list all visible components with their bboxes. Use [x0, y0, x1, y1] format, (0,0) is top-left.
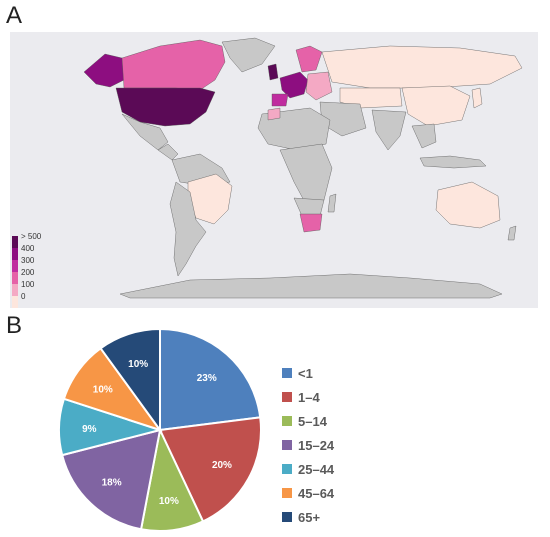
legend-swatch — [282, 368, 292, 378]
panel-label-b: B — [6, 312, 23, 339]
legend-label: 1–4 — [298, 390, 320, 405]
eastern-europe-region — [305, 71, 333, 101]
scale-tick-label: 100 — [21, 280, 35, 289]
usa-region — [115, 87, 216, 127]
pie-slice — [159, 327, 262, 432]
world-choropleth-map: > 500 400 300 200 100 0 — [10, 32, 538, 308]
legend-swatch — [282, 440, 292, 450]
legend-swatch — [282, 464, 292, 474]
australia-region — [435, 181, 501, 229]
legend-label: 65+ — [298, 510, 320, 525]
iberia-region — [271, 93, 289, 107]
uk-region — [267, 63, 279, 81]
scale-swatch — [12, 260, 18, 272]
legend-swatch — [282, 416, 292, 426]
slice-percent-label: 10% — [93, 384, 113, 395]
scale-swatch — [12, 272, 18, 284]
legend-swatch — [282, 512, 292, 522]
slice-percent-label: 23% — [197, 373, 217, 384]
new-zealand-region — [507, 225, 517, 241]
slice-percent-label: 10% — [159, 496, 179, 507]
age-distribution-pie-chart: 23% 20% 10% 18% 9% 10% 10% <1 1–4 5–14 15–24 25–44… — [58, 327, 335, 532]
slice-percent-label: 10% — [128, 359, 148, 370]
pie-slice — [99, 327, 161, 434]
slice-percent-label: 20% — [212, 460, 232, 471]
pie-slice — [60, 428, 162, 531]
scale-tick-label: 0 — [21, 292, 26, 301]
japan-region — [471, 87, 483, 109]
color-scale-legend: > 500 400 300 200 100 0 — [12, 232, 42, 308]
scale-tick-label: > 500 — [21, 232, 42, 241]
south-america-south — [169, 181, 207, 277]
india-region — [371, 109, 407, 151]
greenland-region — [221, 37, 276, 73]
scale-swatch — [12, 284, 18, 296]
western-europe-region — [279, 71, 309, 99]
panel-label-a: A — [6, 2, 23, 29]
mexico-region — [121, 113, 169, 151]
legend-label: <1 — [298, 366, 313, 381]
china-region — [401, 85, 471, 127]
southeast-asia-region — [411, 123, 437, 149]
scale-swatch — [12, 236, 18, 248]
scale-swatch — [12, 296, 18, 308]
slice-percent-label: 9% — [82, 424, 97, 435]
morocco-region — [267, 107, 281, 121]
legend-label: 45–64 — [298, 486, 335, 501]
scale-tick-label: 400 — [21, 244, 35, 253]
scale-swatch — [12, 248, 18, 260]
indonesia-region — [419, 155, 487, 169]
legend-label: 25–44 — [298, 462, 335, 477]
legend-swatch — [282, 392, 292, 402]
madagascar-region — [327, 193, 337, 213]
russia-region — [321, 45, 523, 89]
central-america-region — [157, 143, 179, 161]
scale-tick-label: 300 — [21, 256, 35, 265]
south-africa-region — [299, 213, 323, 233]
antarctica-region — [119, 273, 503, 299]
central-asia-region — [339, 87, 403, 109]
legend-label: 15–24 — [298, 438, 335, 453]
legend-label: 5–14 — [298, 414, 328, 429]
scale-tick-label: 200 — [21, 268, 35, 277]
legend-swatch — [282, 488, 292, 498]
scandinavia-region — [295, 45, 323, 73]
slice-percent-label: 18% — [102, 478, 122, 489]
pie-slice — [158, 416, 262, 523]
